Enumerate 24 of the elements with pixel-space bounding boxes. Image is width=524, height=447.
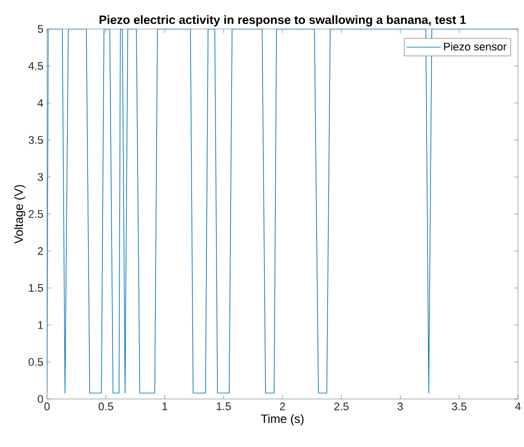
y-tick-label: 1.5 xyxy=(29,284,43,292)
y-tick-label: 3.5 xyxy=(28,136,43,144)
y-tick-label: 2 xyxy=(38,247,43,255)
y-axis-title: Voltage (V) xyxy=(14,185,26,244)
y-tick-label: 2.5 xyxy=(28,210,43,218)
y-tick-label: 3 xyxy=(38,173,43,181)
x-tick-label: 4 xyxy=(515,402,521,410)
y-tick-label: 5 xyxy=(38,25,43,33)
y-tick-label: 0.5 xyxy=(28,358,43,366)
x-axis-title: Time (s) xyxy=(260,414,304,426)
y-tick-label: 4.5 xyxy=(28,62,43,70)
y-tick-label: 1 xyxy=(38,321,43,329)
x-tick-label: 1.5 xyxy=(216,402,231,410)
x-tick-label: 2 xyxy=(280,402,286,410)
legend-label: Piezo sensor xyxy=(444,42,507,51)
x-tick-label: 3.5 xyxy=(452,402,466,410)
chart-title: Piezo electric activity in response to swallowing a banana, test 1 xyxy=(100,15,466,26)
x-tick-label: 3 xyxy=(398,402,403,410)
x-tick-label: 0 xyxy=(44,402,50,410)
x-tick-label: 2.5 xyxy=(334,402,349,410)
x-tick-label: 1 xyxy=(162,402,168,410)
x-tick-label: 0.5 xyxy=(98,402,114,410)
y-tick-label: 4 xyxy=(38,99,44,107)
y-tick-label: 0 xyxy=(38,395,44,403)
